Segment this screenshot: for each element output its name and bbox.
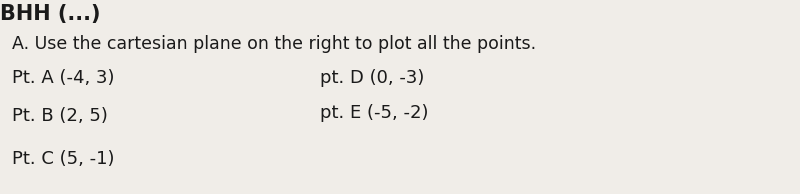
Text: pt. D (0, -3): pt. D (0, -3) bbox=[320, 69, 424, 87]
Text: Pt. C (5, -1): Pt. C (5, -1) bbox=[12, 150, 114, 168]
Text: Pt. B (2, 5): Pt. B (2, 5) bbox=[12, 107, 108, 125]
Text: BHH (...): BHH (...) bbox=[0, 4, 101, 24]
Text: Pt. A (-4, 3): Pt. A (-4, 3) bbox=[12, 69, 114, 87]
Text: A. Use the cartesian plane on the right to plot all the points.: A. Use the cartesian plane on the right … bbox=[12, 35, 536, 53]
Text: pt. E (-5, -2): pt. E (-5, -2) bbox=[320, 104, 429, 121]
